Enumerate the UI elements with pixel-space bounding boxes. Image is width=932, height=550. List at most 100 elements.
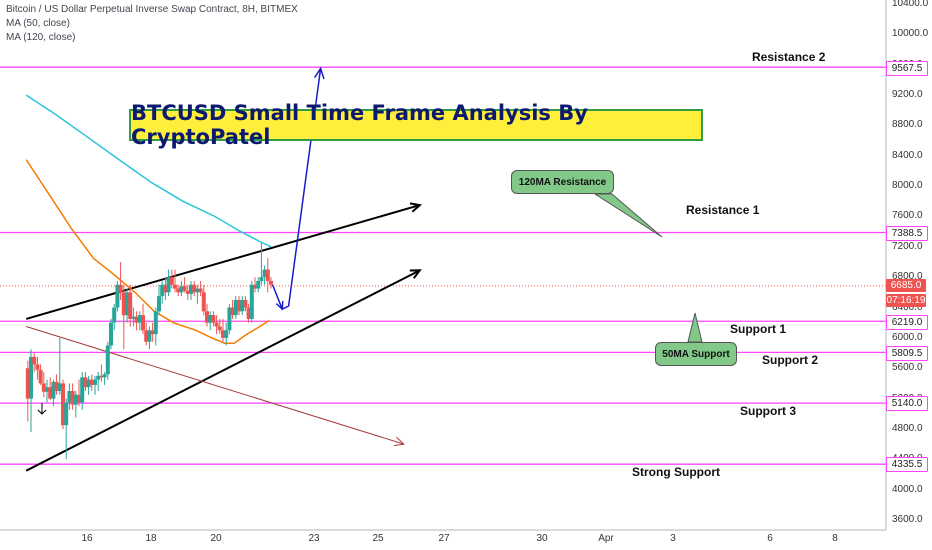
ma120-legend: MA (120, close): [6, 32, 76, 43]
analysis-title-banner: BTCUSD Small Time Frame Analysis By Cryp…: [129, 101, 703, 149]
ma120-line: [25, 94, 272, 248]
candle-body-10: [57, 383, 62, 391]
horizontal-levels: [0, 66, 886, 465]
candle-body-69: [246, 307, 251, 319]
candle-body-12: [64, 402, 69, 426]
price-tag-strong-support: 4335.5: [886, 457, 928, 472]
candle-body-0: [25, 368, 30, 399]
candlesticks[interactable]: [25, 243, 273, 460]
candle-body-9: [54, 381, 59, 391]
time-tick-label: 30: [536, 533, 548, 544]
trendline-1: [25, 204, 421, 320]
candle-body-31: [125, 292, 129, 316]
candle-body-73: [259, 277, 264, 281]
candle-body-19: [86, 379, 91, 388]
price-tick-label: 7200.0: [892, 240, 923, 252]
price-tick-label: 4800.0: [892, 422, 923, 434]
time-tick-label: 6: [767, 533, 773, 544]
candle-body-40: [153, 311, 158, 335]
time-tick-label: 18: [145, 533, 157, 544]
candle-body-26: [109, 322, 113, 346]
price-tick-label: 7600.0: [892, 210, 923, 222]
candle-body-72: [256, 280, 261, 289]
price-tick-label: 4000.0: [892, 483, 923, 495]
label-support-3: Support 3: [740, 404, 796, 418]
candle-body-4: [38, 369, 43, 384]
bar-countdown-tag: 07:16:19: [886, 294, 926, 307]
candle-body-71: [253, 284, 257, 289]
candle-body-46: [173, 284, 177, 289]
price-tag-resistance-1: 7388.5: [886, 226, 928, 241]
candle-body-23: [99, 375, 104, 378]
label-support-2: Support 2: [762, 353, 818, 367]
candle-body-11: [61, 383, 65, 426]
candle-body-55: [201, 292, 206, 312]
label-support-1: Support 1: [730, 322, 786, 336]
candle-body-3: [35, 364, 40, 370]
candle-body-61: [221, 330, 225, 338]
candle-body-66: [237, 299, 241, 312]
chart-legend: Bitcoin / US Dollar Perpetual Inverse Sw…: [6, 3, 298, 45]
time-tick-label: 16: [81, 533, 93, 544]
candle-body-16: [77, 394, 81, 403]
candle-body-64: [230, 307, 235, 316]
candle-body-38: [147, 330, 152, 342]
candle-body-34: [134, 316, 139, 323]
label-resistance-2: Resistance 2: [752, 50, 826, 64]
candle-body-49: [182, 286, 187, 291]
trendline-arrowhead-1: [409, 202, 423, 213]
trendline-3: [26, 326, 404, 445]
price-tick-label: 6000.0: [892, 331, 923, 343]
forecast-path: [271, 68, 322, 311]
price-tick-label: 10000.0: [892, 28, 929, 40]
candle-body-17: [80, 377, 85, 403]
time-tick-label: 23: [308, 533, 320, 544]
last-price-tag: 6685.0: [886, 279, 926, 292]
label-resistance-1: Resistance 1: [686, 203, 760, 217]
candle-body-53: [195, 288, 200, 293]
candle-body-36: [141, 315, 145, 331]
candle-body-43: [163, 284, 168, 293]
candle-body-37: [144, 330, 149, 342]
price-tick-label: 5600.0: [892, 362, 923, 374]
symbol-line: Bitcoin / US Dollar Perpetual Inverse Sw…: [6, 4, 298, 15]
callout-50ma-pointer: [687, 312, 703, 343]
price-tick-label: 8400.0: [892, 149, 923, 161]
candle-body-22: [96, 375, 101, 380]
candle-body-25: [105, 345, 110, 375]
candle-body-6: [45, 387, 49, 392]
candle-body-29: [118, 284, 123, 293]
candle-body-15: [73, 394, 78, 405]
price-tick-label: 8800.0: [892, 119, 923, 131]
candle-body-5: [41, 383, 46, 392]
candle-body-44: [166, 277, 171, 293]
candle-body-1: [29, 356, 33, 399]
candle-body-8: [51, 381, 56, 399]
moving-averages: [25, 94, 272, 344]
time-tick-label: Apr: [598, 533, 614, 544]
candle-body-47: [176, 288, 181, 293]
price-tick-label: 6800.0: [892, 271, 923, 283]
price-tag-support-3: 5140.0: [886, 396, 928, 411]
price-tick-label: 9200.0: [892, 89, 923, 101]
ma50-legend: MA (50, close): [6, 18, 70, 29]
callout-120ma-pointer: [593, 193, 663, 238]
candle-body-14: [70, 391, 75, 405]
callout-50ma-support: 50MA Support: [655, 342, 737, 366]
time-tick-label: 3: [670, 533, 676, 544]
callout-120ma-resistance: 120MA Resistance: [511, 170, 614, 194]
label-strong-support: Strong Support: [632, 465, 720, 479]
candle-body-76: [269, 280, 273, 285]
candle-body-7: [48, 387, 53, 399]
candle-body-13: [67, 391, 72, 403]
candle-body-35: [137, 315, 142, 323]
candle-body-57: [208, 315, 213, 323]
candle-body-48: [179, 286, 184, 293]
candle-body-21: [93, 379, 97, 385]
price-tag-resistance-2: 9567.5: [886, 61, 928, 76]
candle-body-54: [198, 288, 203, 293]
time-tick-label: 27: [438, 533, 450, 544]
candle-body-68: [243, 299, 248, 308]
candle-body-63: [227, 307, 232, 331]
